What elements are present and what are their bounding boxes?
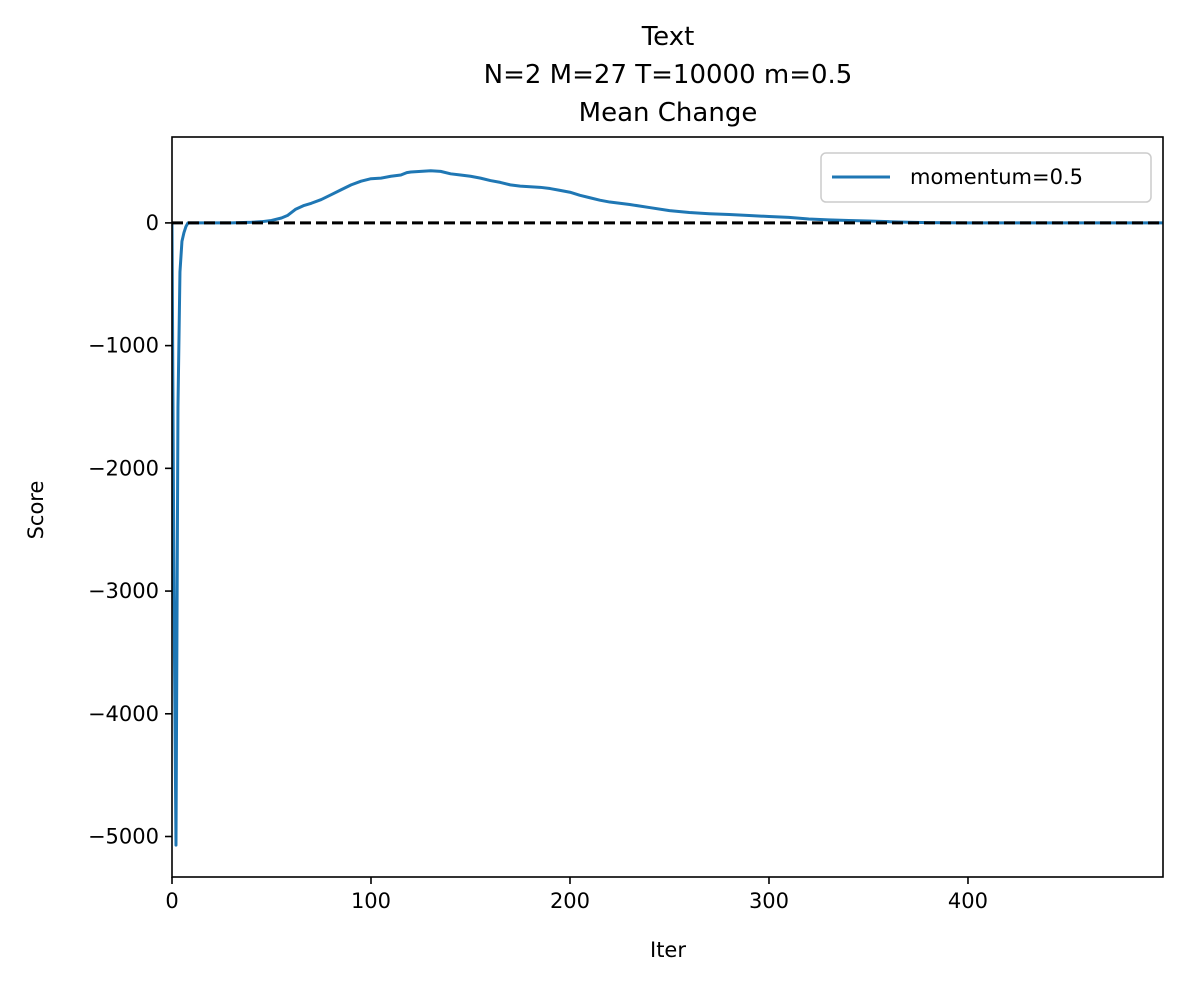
axis-ticks: 0 100 200 300 400 0 −1000 −2000 −3000 −4000 −5000 bbox=[88, 211, 988, 913]
legend: momentum=0.5 bbox=[820, 152, 1152, 203]
plot-area bbox=[171, 136, 1164, 878]
axes-frame bbox=[171, 136, 1164, 878]
x-tick-label: 0 bbox=[165, 889, 178, 913]
y-tick-label: −2000 bbox=[88, 456, 159, 480]
chart-title-line-1: Text bbox=[641, 22, 695, 52]
y-tick-label: −1000 bbox=[88, 334, 159, 358]
y-tick-label: −4000 bbox=[88, 702, 159, 726]
legend-box bbox=[820, 152, 1152, 203]
y-tick-label: 0 bbox=[146, 211, 159, 235]
x-tick-label: 200 bbox=[550, 889, 590, 913]
x-tick-label: 400 bbox=[948, 889, 988, 913]
x-tick-label: 300 bbox=[749, 889, 789, 913]
y-tick-label: −5000 bbox=[88, 825, 159, 849]
chart-title-line-3: Mean Change bbox=[579, 98, 758, 128]
y-tick-label: −3000 bbox=[88, 579, 159, 603]
chart-title-line-2: N=2 M=27 T=10000 m=0.5 bbox=[484, 60, 853, 90]
y-axis-label: Score bbox=[24, 481, 48, 540]
x-axis-label: Iter bbox=[650, 938, 686, 962]
legend-entry-momentum: momentum=0.5 bbox=[910, 165, 1083, 189]
x-tick-label: 100 bbox=[351, 889, 391, 913]
